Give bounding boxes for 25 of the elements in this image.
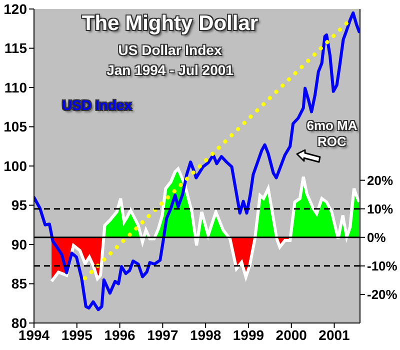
text: USD Index	[60, 97, 133, 113]
chart-title: The Mighty Dollar	[80, 12, 260, 36]
y-tick-label: 80	[11, 314, 28, 331]
y-tick-label: 95	[11, 197, 28, 214]
x-tick-label: 2001	[318, 326, 350, 343]
x-tick-label: 1996	[104, 326, 136, 343]
x-tick-label: 1995	[61, 326, 93, 343]
y-tick-label: 90	[11, 236, 28, 252]
y-tick-label: 120	[4, 0, 28, 17]
y2-tick-label: -10%	[367, 258, 398, 274]
y-tick-label: 85	[11, 276, 28, 292]
x-tick-label: 1999	[232, 326, 264, 343]
y2-tick-label: 10%	[367, 201, 394, 216]
y2-tick-label: -20%	[367, 287, 398, 302]
y-tick-label: 110	[4, 79, 28, 96]
y2-tick-label: 20%	[367, 172, 394, 188]
y2-tick-label: 0%	[367, 230, 386, 245]
x-tick-label: 1998	[190, 326, 222, 343]
y-tick-label: 105	[4, 118, 28, 135]
text: US Dollar Index Jan 1994 - Jul 2001	[106, 41, 234, 80]
x-tick-label: 2000	[276, 326, 308, 343]
y-tick-label: 115	[4, 40, 28, 56]
y-tick-label: 100	[4, 158, 28, 174]
text: 6mo MA ROC	[306, 118, 358, 150]
x-tick-label: 1997	[147, 326, 178, 343]
